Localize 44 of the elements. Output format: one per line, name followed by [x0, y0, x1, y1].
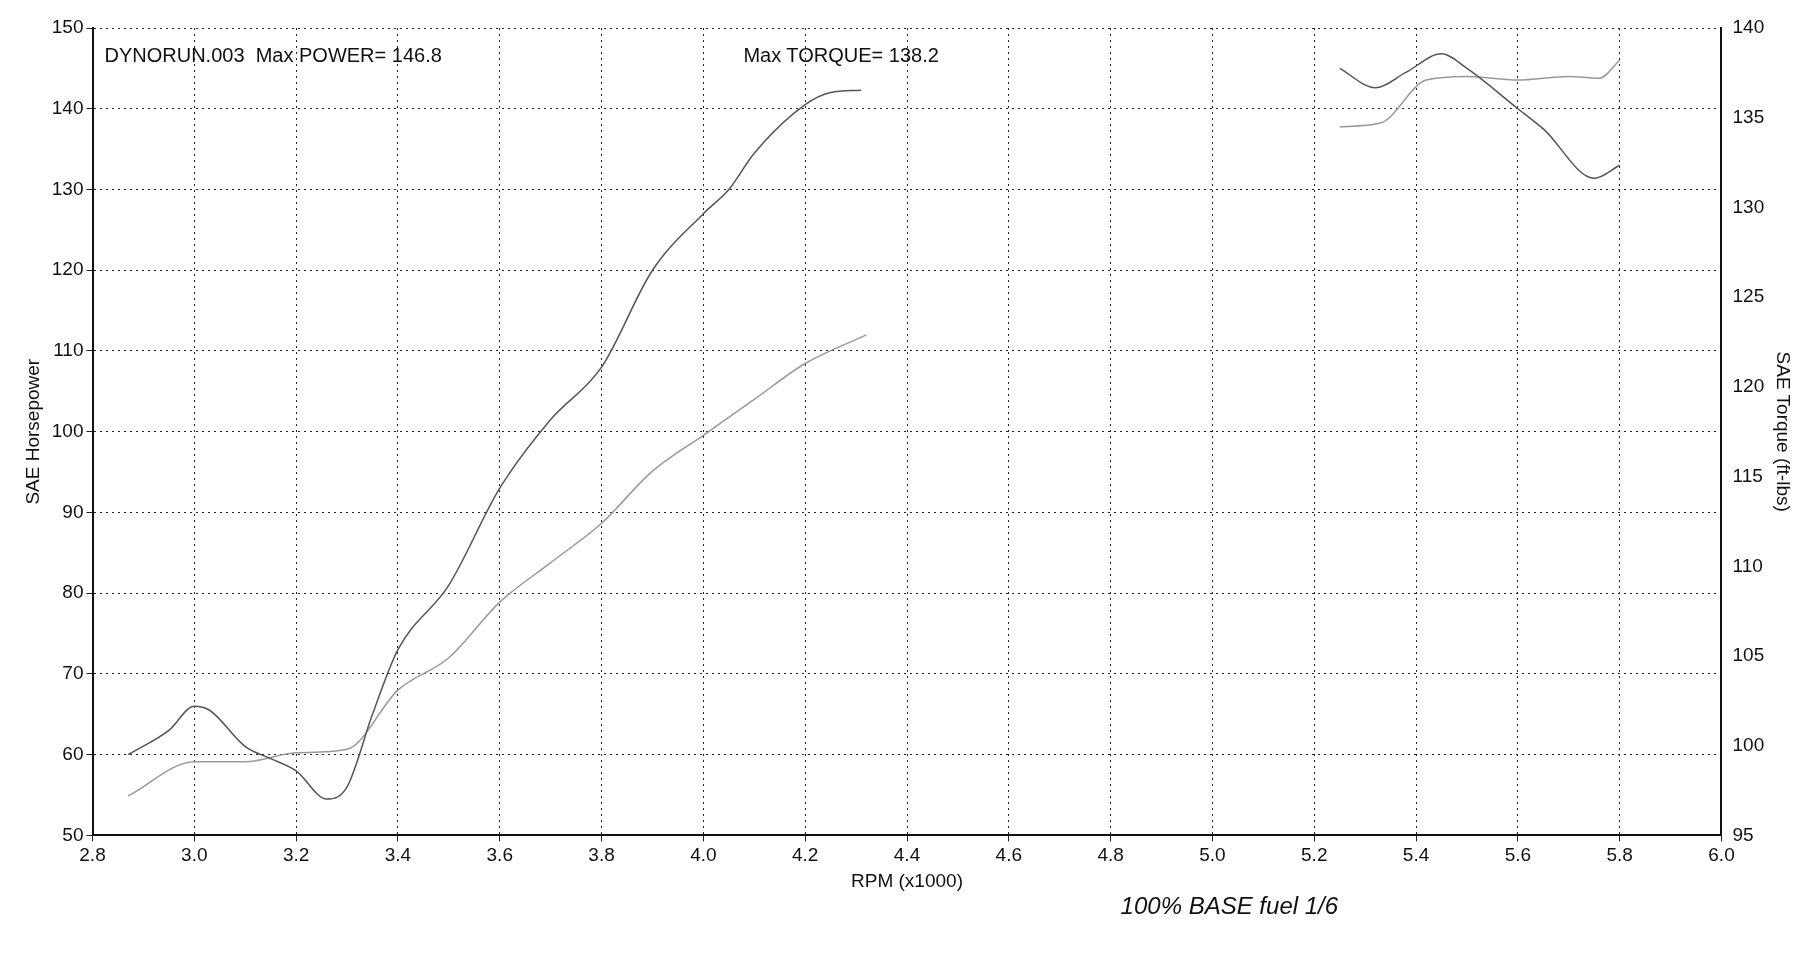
y-tick-label: 140: [51, 96, 84, 118]
y-tick-label: 70: [62, 662, 84, 684]
y2-tick-label: 135: [1732, 105, 1765, 127]
y2-tick-label: 105: [1732, 644, 1765, 666]
y-tick-label: 150: [51, 16, 84, 38]
text: 100% BASE fuel 1/6: [1120, 892, 1339, 920]
x-tick-label: 3.8: [588, 844, 615, 866]
y2-tick-label: 130: [1732, 195, 1765, 217]
y-tick-label: 120: [51, 258, 84, 280]
y2-tick-label: 100: [1732, 733, 1765, 755]
x-tick-label: 4.6: [995, 844, 1023, 866]
x-tick-label: 6.0: [1708, 844, 1735, 866]
y-tick-label: 50: [62, 823, 84, 845]
x-tick-label: 4.0: [690, 844, 717, 866]
y2-tick-label: 120: [1732, 375, 1765, 397]
x-tick-label: 2.8: [79, 844, 106, 866]
y-tick-label: 60: [62, 742, 84, 764]
x-tick-label: 4.4: [893, 844, 921, 866]
annotation: DYNORUN.003 Max POWER= 146.8: [104, 43, 442, 66]
y2-axis-title: SAE Torque (ft-lbs): [1773, 351, 1795, 512]
y2-tick-label: 115: [1732, 464, 1763, 486]
y2-tick-label: 110: [1732, 554, 1763, 576]
y-tick-label: 80: [62, 581, 84, 603]
y-tick-label: 110: [53, 339, 84, 361]
x-tick-label: 5.2: [1301, 844, 1328, 866]
y-axis-title: SAE Horsepower: [21, 358, 43, 505]
x-tick-label: 3.0: [181, 844, 208, 866]
y-tick-label: 130: [51, 177, 84, 199]
y2-tick-label: 125: [1732, 285, 1765, 307]
x-tick-label: 5.4: [1402, 844, 1430, 866]
x-tick-label: 4.8: [1097, 844, 1124, 866]
x-tick-label: 5.0: [1199, 844, 1226, 866]
y2-tick-label: 140: [1732, 16, 1765, 38]
x-tick-label: 4.2: [791, 844, 819, 866]
y-tick-label: 90: [62, 500, 84, 522]
x-tick-label: 5.8: [1606, 844, 1633, 866]
x-axis-title: RPM (x1000): [851, 869, 963, 891]
x-tick-label: 5.6: [1504, 844, 1532, 866]
y-tick-label: 100: [51, 419, 84, 441]
x-tick-label: 3.2: [282, 844, 310, 866]
x-tick-label: 3.6: [486, 844, 513, 866]
x-tick-label: 3.4: [384, 844, 412, 866]
annotation: Max TORQUE= 138.2: [743, 43, 939, 66]
y2-tick-label: 95: [1732, 823, 1754, 845]
